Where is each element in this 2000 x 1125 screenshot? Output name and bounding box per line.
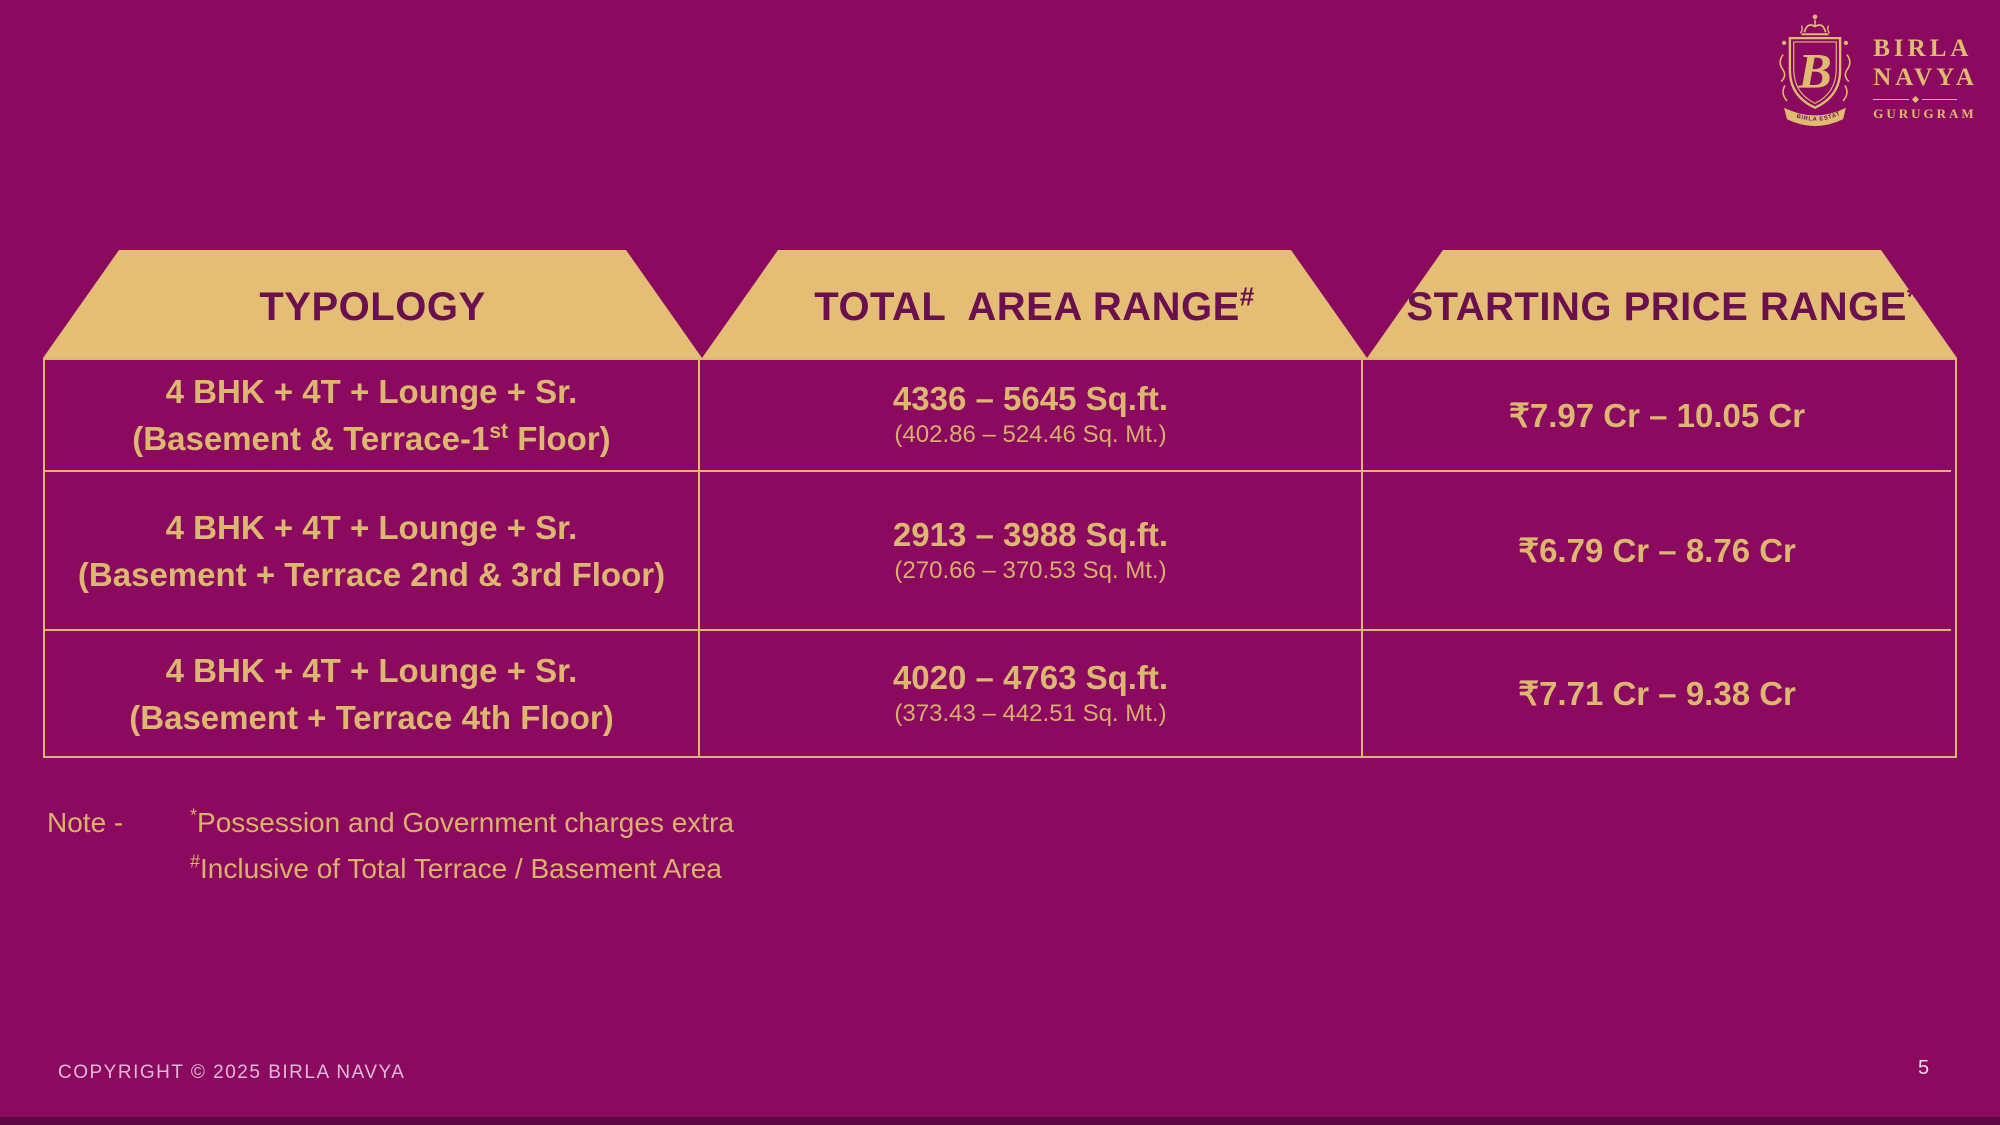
bottom-edge-strip (0, 1117, 2000, 1125)
area-sqft: 2913 – 3988 Sq.ft. (892, 515, 1169, 553)
note-block: Note - *Possession and Government charge… (47, 800, 734, 892)
logo-brand-line1: BIRLA (1873, 35, 1973, 62)
typology-text: 4 BHK + 4T + Lounge + Sr. (Basement + Te… (129, 651, 614, 736)
area-cell: 4020 – 4763 Sq.ft. (373.43 – 442.51 Sq. … (700, 631, 1363, 756)
price-range: ₹7.97 Cr – 10.05 Cr (1508, 396, 1806, 434)
page-number: 5 (1918, 1057, 1930, 1079)
note-lines: *Possession and Government charges extra… (190, 800, 734, 892)
area-cell: 4336 – 5645 Sq.ft. (402.86 – 524.46 Sq. … (700, 360, 1363, 472)
note-line: *Possession and Government charges extra (190, 805, 734, 838)
price-cell: ₹6.79 Cr – 8.76 Cr (1363, 472, 1951, 631)
header-total-area-range-label: TOTAL AREA RANGE# (814, 281, 1255, 329)
price-range: ₹6.79 Cr – 8.76 Cr (1518, 532, 1796, 569)
price-cell: ₹7.71 Cr – 9.38 Cr (1363, 631, 1951, 756)
header-typology-label: TYPOLOGY (259, 284, 486, 329)
area-sqmt: (373.43 – 442.51 Sq. Mt.) (894, 699, 1167, 727)
typology-cell: 4 BHK + 4T + Lounge + Sr. (Basement + Te… (45, 472, 700, 631)
header-total-area-range: TOTAL AREA RANGE# (702, 250, 1367, 358)
logo-shield-icon: B BIRLA ESTATES (1771, 12, 1851, 127)
logo-city: GURUGRAM (1873, 106, 1977, 121)
area-sqft: 4020 – 4763 Sq.ft. (892, 658, 1169, 696)
area-sqmt: (270.66 – 370.53 Sq. Mt.) (894, 556, 1167, 584)
birla-navya-logo: B BIRLA ESTATES BIRLA NAVYA GURUGRAM (1771, 12, 1978, 128)
typology-text: 4 BHK + 4T + Lounge + Sr. (Basement + Te… (77, 508, 666, 593)
note-line: #Inclusive of Total Terrace / Basement A… (190, 851, 722, 884)
typology-cell: 4 BHK + 4T + Lounge + Sr. (Basement + Te… (45, 631, 700, 756)
note-label: Note - (47, 807, 124, 838)
logo-monogram: B (1797, 42, 1832, 98)
copyright-text: COPYRIGHT © 2025 BIRLA NAVYA (58, 1062, 406, 1083)
table-header-row: TYPOLOGY TOTAL AREA RANGE# STARTING PRIC… (0, 250, 2000, 358)
typology-cell: 4 BHK + 4T + Lounge + Sr. (Basement & Te… (45, 360, 700, 472)
price-cell: ₹7.97 Cr – 10.05 Cr (1363, 360, 1951, 472)
pricing-table: 4 BHK + 4T + Lounge + Sr. (Basement & Te… (43, 358, 1957, 758)
price-range: ₹7.71 Cr – 9.38 Cr (1518, 675, 1796, 712)
logo-brand-line2: NAVYA (1873, 64, 1978, 91)
header-starting-price-range-label: STARTING PRICE RANGE* (1406, 281, 1918, 329)
area-cell: 2913 – 3988 Sq.ft. (270.66 – 370.53 Sq. … (700, 472, 1363, 631)
area-sqmt: (402.86 – 524.46 Sq. Mt.) (894, 421, 1167, 448)
typology-text: 4 BHK + 4T + Lounge + Sr. (Basement & Te… (132, 373, 611, 457)
header-starting-price-range: STARTING PRICE RANGE* (1367, 250, 1957, 358)
area-sqft: 4336 – 5645 Sq.ft. (892, 380, 1169, 417)
header-typology: TYPOLOGY (43, 250, 702, 358)
logo-wordmark: BIRLA NAVYA GURUGRAM (1873, 12, 1978, 122)
logo-divider (1873, 95, 1958, 104)
